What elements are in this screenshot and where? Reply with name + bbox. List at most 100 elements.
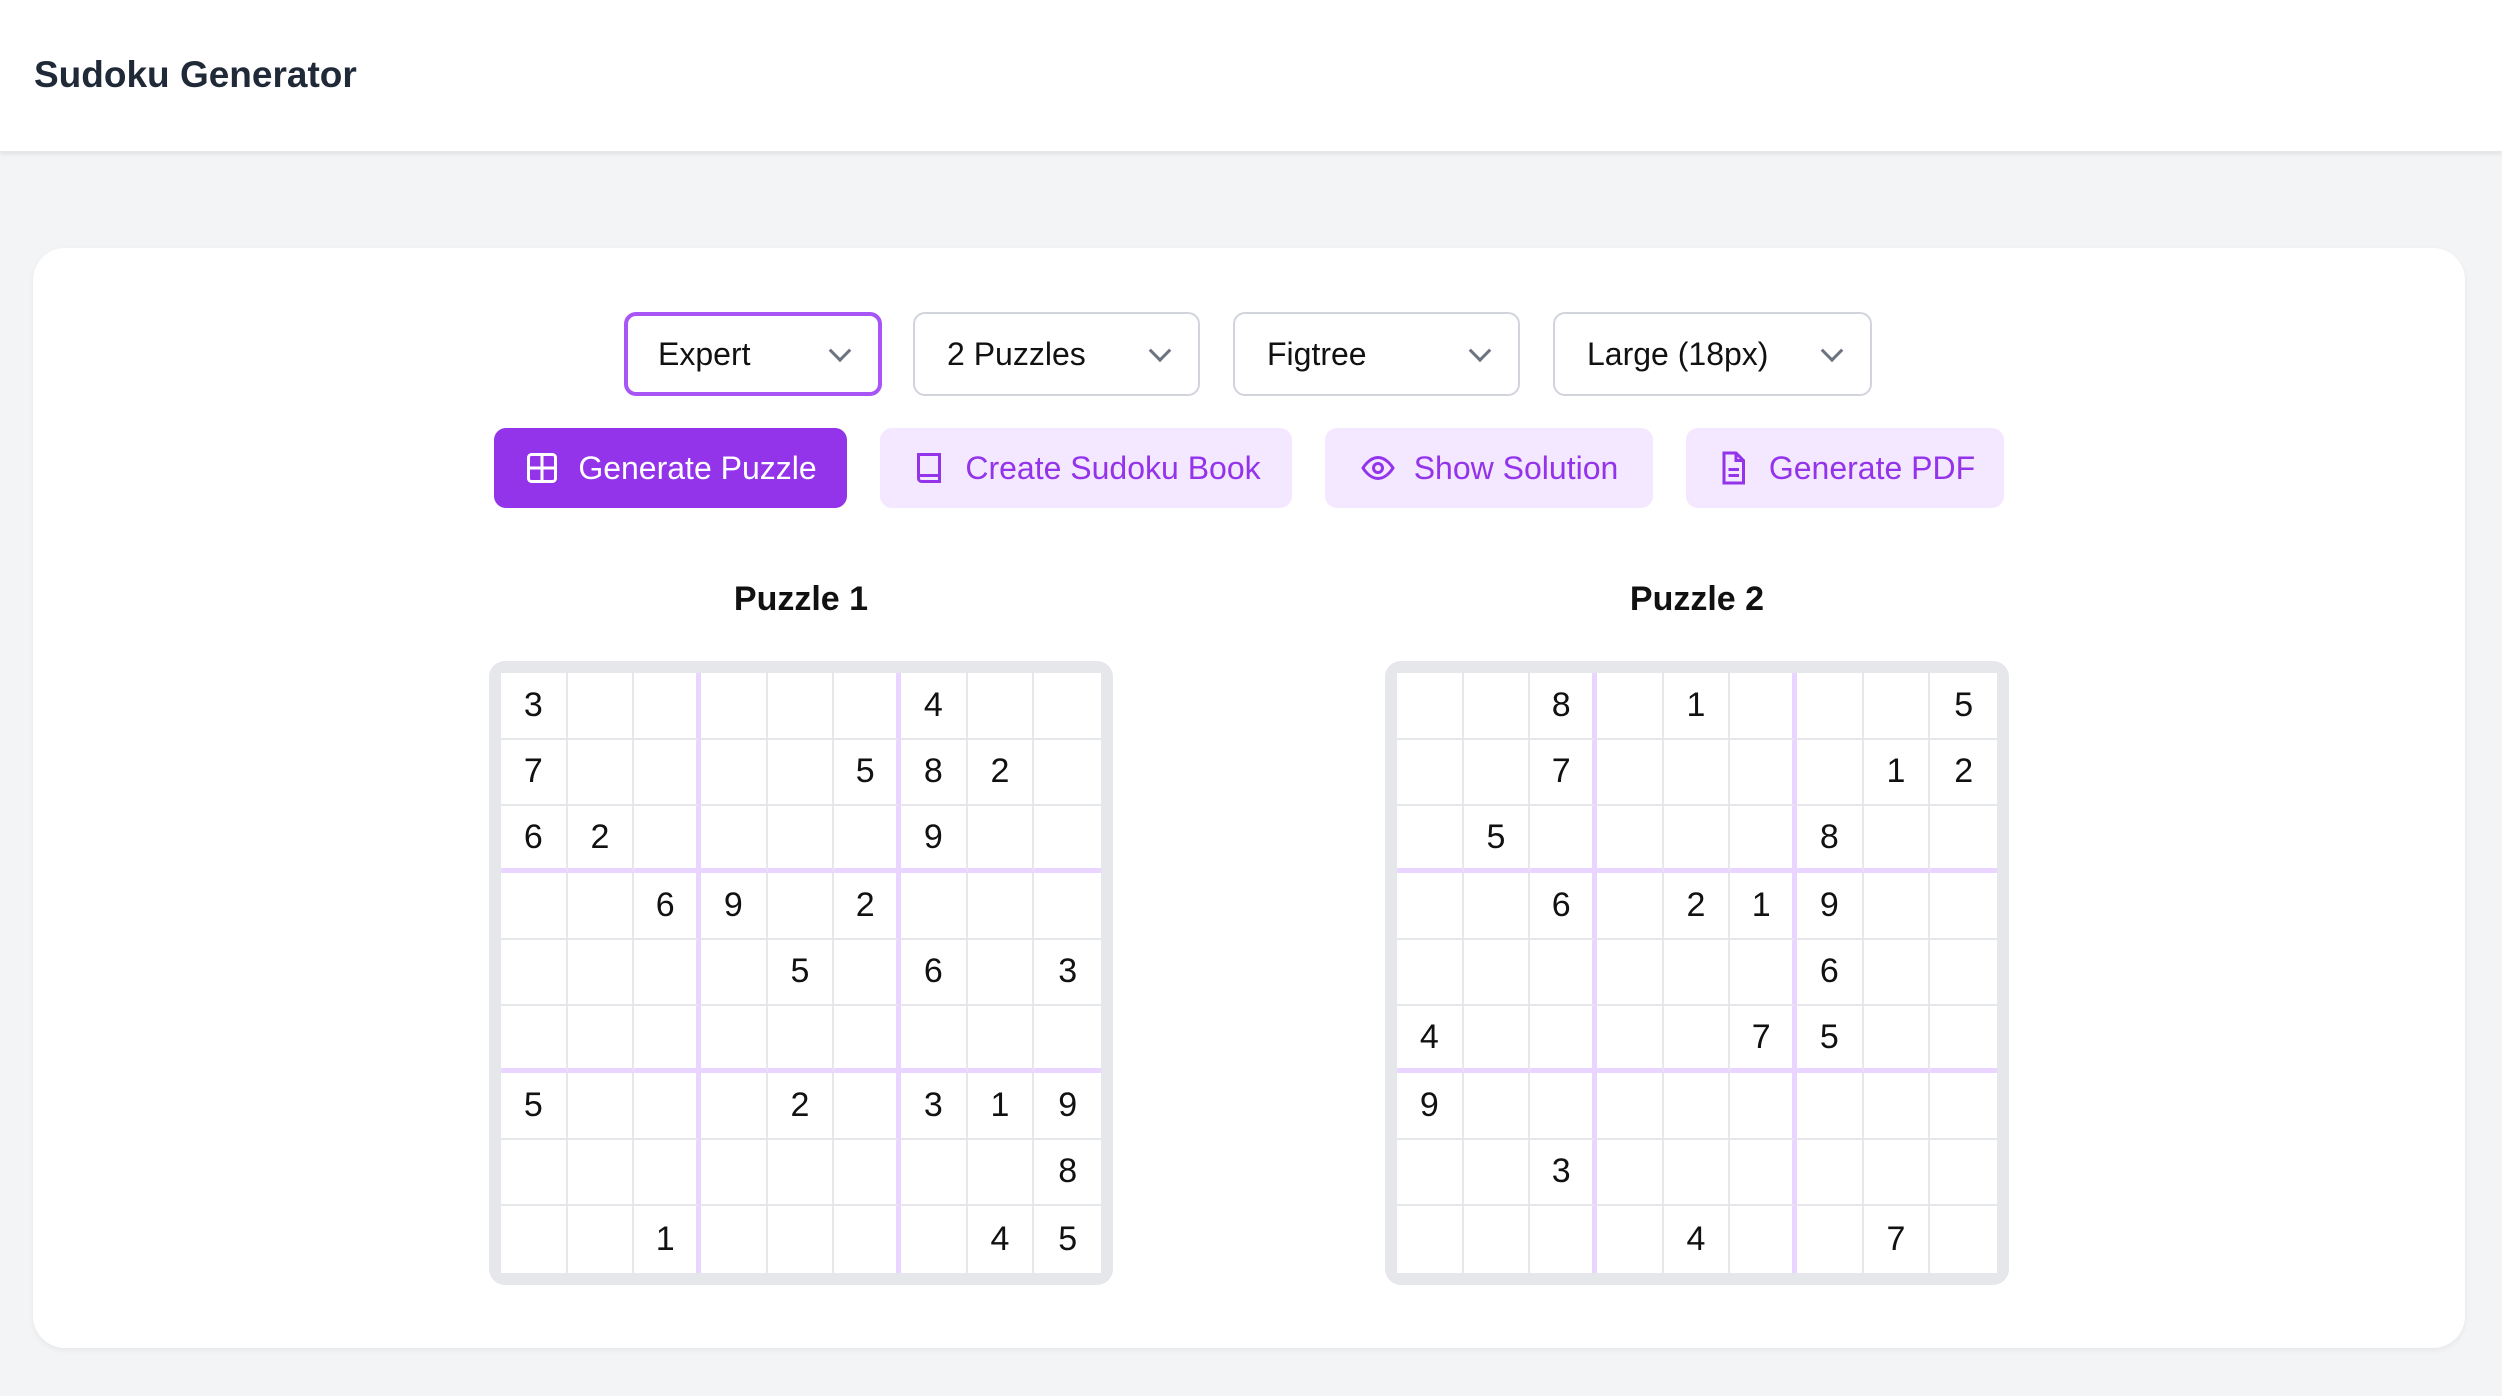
sudoku-cell[interactable] [1730,1139,1797,1207]
sudoku-cell[interactable] [700,673,768,740]
sudoku-cell[interactable]: 5 [501,1072,568,1140]
sudoku-cell[interactable] [967,673,1035,740]
sudoku-cell[interactable] [767,1139,835,1207]
sudoku-cell[interactable] [1730,673,1797,740]
sudoku-cell[interactable] [1863,1006,1931,1073]
sudoku-cell[interactable] [1930,940,1997,1007]
sudoku-cell[interactable] [1530,1206,1597,1273]
sudoku-cell[interactable] [1930,1206,1997,1273]
sudoku-cell[interactable] [634,806,701,873]
sudoku-cell[interactable] [567,1006,635,1073]
sudoku-cell[interactable] [1863,872,1931,940]
sudoku-cell[interactable] [1397,1206,1464,1273]
sudoku-cell[interactable] [1463,1006,1531,1073]
sudoku-cell[interactable]: 2 [1930,740,1997,807]
sudoku-cell[interactable] [567,1072,635,1140]
sudoku-cell[interactable] [1730,739,1797,807]
sudoku-cell[interactable]: 6 [900,939,968,1007]
sudoku-cell[interactable] [767,806,835,873]
sudoku-cell[interactable]: 3 [1034,940,1101,1007]
sudoku-cell[interactable]: 9 [1034,1073,1101,1140]
sudoku-cell[interactable] [700,806,768,873]
sudoku-cell[interactable] [1034,806,1101,873]
sudoku-cell[interactable]: 3 [501,673,568,740]
sudoku-cell[interactable] [1596,872,1664,940]
sudoku-cell[interactable] [634,673,701,740]
font-size-select[interactable]: Large (18px) [1553,312,1872,396]
sudoku-cell[interactable] [1596,1006,1664,1073]
sudoku-cell[interactable] [767,872,835,940]
sudoku-cell[interactable] [501,939,568,1007]
sudoku-cell[interactable] [501,1206,568,1273]
sudoku-cell[interactable]: 7 [1730,1006,1797,1073]
sudoku-cell[interactable] [967,806,1035,873]
sudoku-cell[interactable]: 2 [834,872,901,940]
sudoku-cell[interactable] [1797,1206,1864,1273]
sudoku-cell[interactable] [1597,1206,1664,1273]
difficulty-select[interactable]: Expert [624,312,882,396]
sudoku-cell[interactable] [1397,1139,1464,1207]
sudoku-cell[interactable] [834,1206,901,1273]
sudoku-cell[interactable]: 9 [900,806,968,873]
sudoku-cell[interactable] [567,939,635,1007]
sudoku-cell[interactable]: 8 [1796,806,1864,873]
sudoku-cell[interactable] [1796,673,1864,740]
sudoku-cell[interactable] [1530,939,1597,1007]
sudoku-cell[interactable] [834,1072,901,1140]
sudoku-cell[interactable] [900,872,968,940]
sudoku-cell[interactable] [1034,1006,1101,1073]
sudoku-cell[interactable] [700,1006,768,1073]
sudoku-cell[interactable] [1663,806,1731,873]
sudoku-cell[interactable] [767,673,835,740]
sudoku-cell[interactable] [701,1206,768,1273]
sudoku-cell[interactable] [1796,739,1864,807]
sudoku-cell[interactable] [1730,1206,1797,1273]
sudoku-cell[interactable] [1730,1072,1797,1140]
sudoku-cell[interactable] [1863,806,1931,873]
sudoku-cell[interactable] [768,1206,835,1273]
sudoku-cell[interactable]: 6 [501,806,568,873]
sudoku-cell[interactable]: 5 [1463,806,1531,873]
sudoku-cell[interactable]: 6 [1796,939,1864,1007]
sudoku-cell[interactable] [501,872,568,940]
sudoku-cell[interactable] [501,1006,568,1073]
sudoku-cell[interactable] [1596,1072,1664,1140]
sudoku-cell[interactable] [1930,1073,1997,1140]
sudoku-cell[interactable] [1463,939,1531,1007]
sudoku-cell[interactable] [1863,673,1931,740]
sudoku-cell[interactable] [834,806,901,873]
sudoku-cell[interactable] [1397,806,1464,873]
sudoku-cell[interactable] [1463,872,1531,940]
sudoku-cell[interactable]: 2 [767,1072,835,1140]
sudoku-cell[interactable]: 9 [1796,872,1864,940]
puzzle-count-select[interactable]: 2 Puzzles [913,312,1200,396]
create-sudoku-book-button[interactable]: Create Sudoku Book [880,428,1292,508]
sudoku-cell[interactable] [967,1139,1035,1207]
sudoku-cell[interactable] [1464,1206,1531,1273]
sudoku-cell[interactable]: 4 [1664,1206,1731,1273]
sudoku-cell[interactable]: 4 [1397,1006,1464,1073]
sudoku-cell[interactable] [1663,939,1731,1007]
sudoku-cell[interactable] [1663,1139,1731,1207]
sudoku-cell[interactable] [1863,939,1931,1007]
sudoku-cell[interactable] [1730,939,1797,1007]
sudoku-cell[interactable]: 4 [968,1206,1035,1273]
sudoku-cell[interactable] [834,1006,901,1073]
sudoku-cell[interactable] [567,872,635,940]
sudoku-cell[interactable] [1863,1139,1931,1207]
sudoku-cell[interactable] [1663,739,1731,807]
sudoku-cell[interactable] [1596,1139,1664,1207]
sudoku-cell[interactable] [767,1006,835,1073]
sudoku-cell[interactable]: 8 [1034,1140,1101,1207]
sudoku-cell[interactable]: 6 [1530,872,1597,940]
sudoku-cell[interactable] [1663,1006,1731,1073]
sudoku-cell[interactable]: 9 [700,872,768,940]
sudoku-cell[interactable]: 2 [1663,872,1731,940]
sudoku-cell[interactable] [1930,873,1997,940]
sudoku-cell[interactable]: 3 [1530,1139,1597,1207]
sudoku-cell[interactable] [634,1006,701,1073]
sudoku-cell[interactable] [1596,673,1664,740]
sudoku-cell[interactable] [1463,1072,1531,1140]
sudoku-cell[interactable] [834,673,901,740]
sudoku-cell[interactable] [1663,1072,1731,1140]
